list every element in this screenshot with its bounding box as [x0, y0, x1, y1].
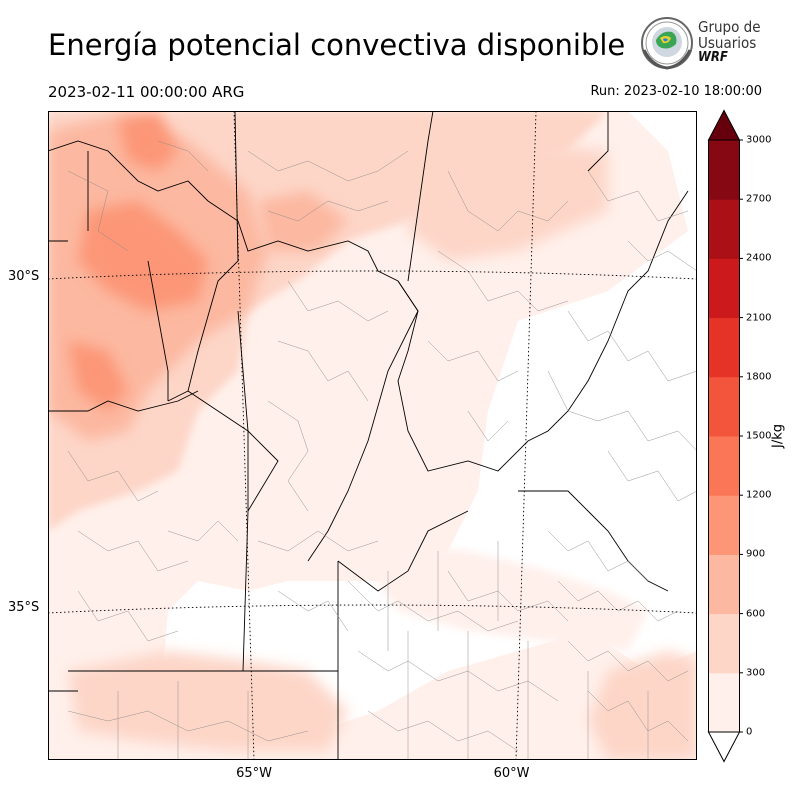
- colorbar-segment: [708, 376, 740, 437]
- cape-map: [48, 111, 697, 760]
- cape-level-900-1200-north: [118, 111, 178, 171]
- cape-level-300-600-south: [68, 651, 348, 751]
- colorbar-segment: [708, 199, 740, 259]
- colorbar-segment: [708, 436, 740, 496]
- cape-level-300-600-ne: [408, 141, 608, 261]
- province-boundaries: [48, 111, 689, 760]
- colorbar-tick-label: 2400: [746, 252, 772, 264]
- cape-level-600-900-mid: [258, 191, 348, 251]
- colorbar-segment: [708, 554, 740, 615]
- colorbar-tick-label: 1200: [746, 489, 772, 501]
- colorbar-segment: [708, 140, 740, 200]
- colorbar: [707, 109, 743, 763]
- colorbar-tick-label: 3000: [746, 134, 772, 146]
- colorbar-segment: [708, 495, 740, 555]
- cape-level-900-1200: [78, 201, 208, 311]
- cape-shading: [48, 111, 697, 760]
- lat-label: 30°S: [8, 268, 40, 284]
- lon-label: 60°W: [493, 766, 530, 781]
- cape-level-300-600-east: [588, 651, 697, 760]
- colorbar-tick-label: 0: [746, 726, 753, 738]
- colorbar-under-arrow: [707, 731, 741, 763]
- colorbar-segment: [708, 613, 740, 674]
- department-boundaries: [67, 140, 697, 760]
- parallel-35s: [48, 604, 697, 614]
- graticule: [48, 111, 697, 760]
- colorbar-tick-label: 600: [746, 608, 766, 620]
- colorbar-tick-label: 900: [746, 548, 766, 560]
- logo-line-1: Grupo de: [698, 18, 761, 36]
- lon-label: 65°W: [236, 766, 272, 781]
- colorbar-segment: [708, 672, 740, 733]
- lat-label: 35°S: [8, 599, 40, 615]
- colorbar-unit-label: J/kg: [770, 424, 786, 448]
- map-frame: [48, 111, 697, 760]
- page-title: Energía potencial convectiva disponible: [48, 28, 626, 62]
- logo-line-3: WRF: [698, 50, 728, 65]
- colorbar-tick-label: 300: [746, 667, 766, 679]
- cape-level-900-1200-west: [68, 341, 128, 411]
- colorbar-tick-label: 1500: [746, 430, 772, 442]
- colorbar-over-arrow: [707, 109, 741, 141]
- meridian-60w: [515, 111, 537, 760]
- colorbar-tick-label: 2700: [746, 193, 772, 205]
- colorbar-segment: [708, 317, 740, 378]
- logo-line-2: Usuarios: [698, 34, 757, 52]
- colorbar-segment: [708, 258, 740, 319]
- colorbar-tick-label: 2100: [746, 312, 772, 324]
- globe-laurel-icon: [641, 17, 693, 70]
- valid-time: 2023-02-11 00:00:00 ARG: [48, 83, 245, 101]
- grupo-usuarios-wrf-logo: Grupo de Usuarios WRF: [638, 16, 778, 72]
- colorbar-tick-label: 1800: [746, 371, 772, 383]
- meridian-65w: [233, 111, 255, 760]
- parallel-30s: [48, 270, 697, 280]
- run-time: Run: 2023-02-10 18:00:00: [590, 84, 762, 99]
